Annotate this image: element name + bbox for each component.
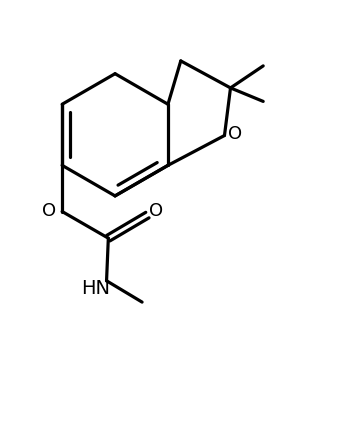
Text: O: O [149, 202, 163, 220]
Text: O: O [228, 125, 242, 143]
Text: O: O [42, 202, 57, 220]
Text: HN: HN [81, 279, 110, 298]
